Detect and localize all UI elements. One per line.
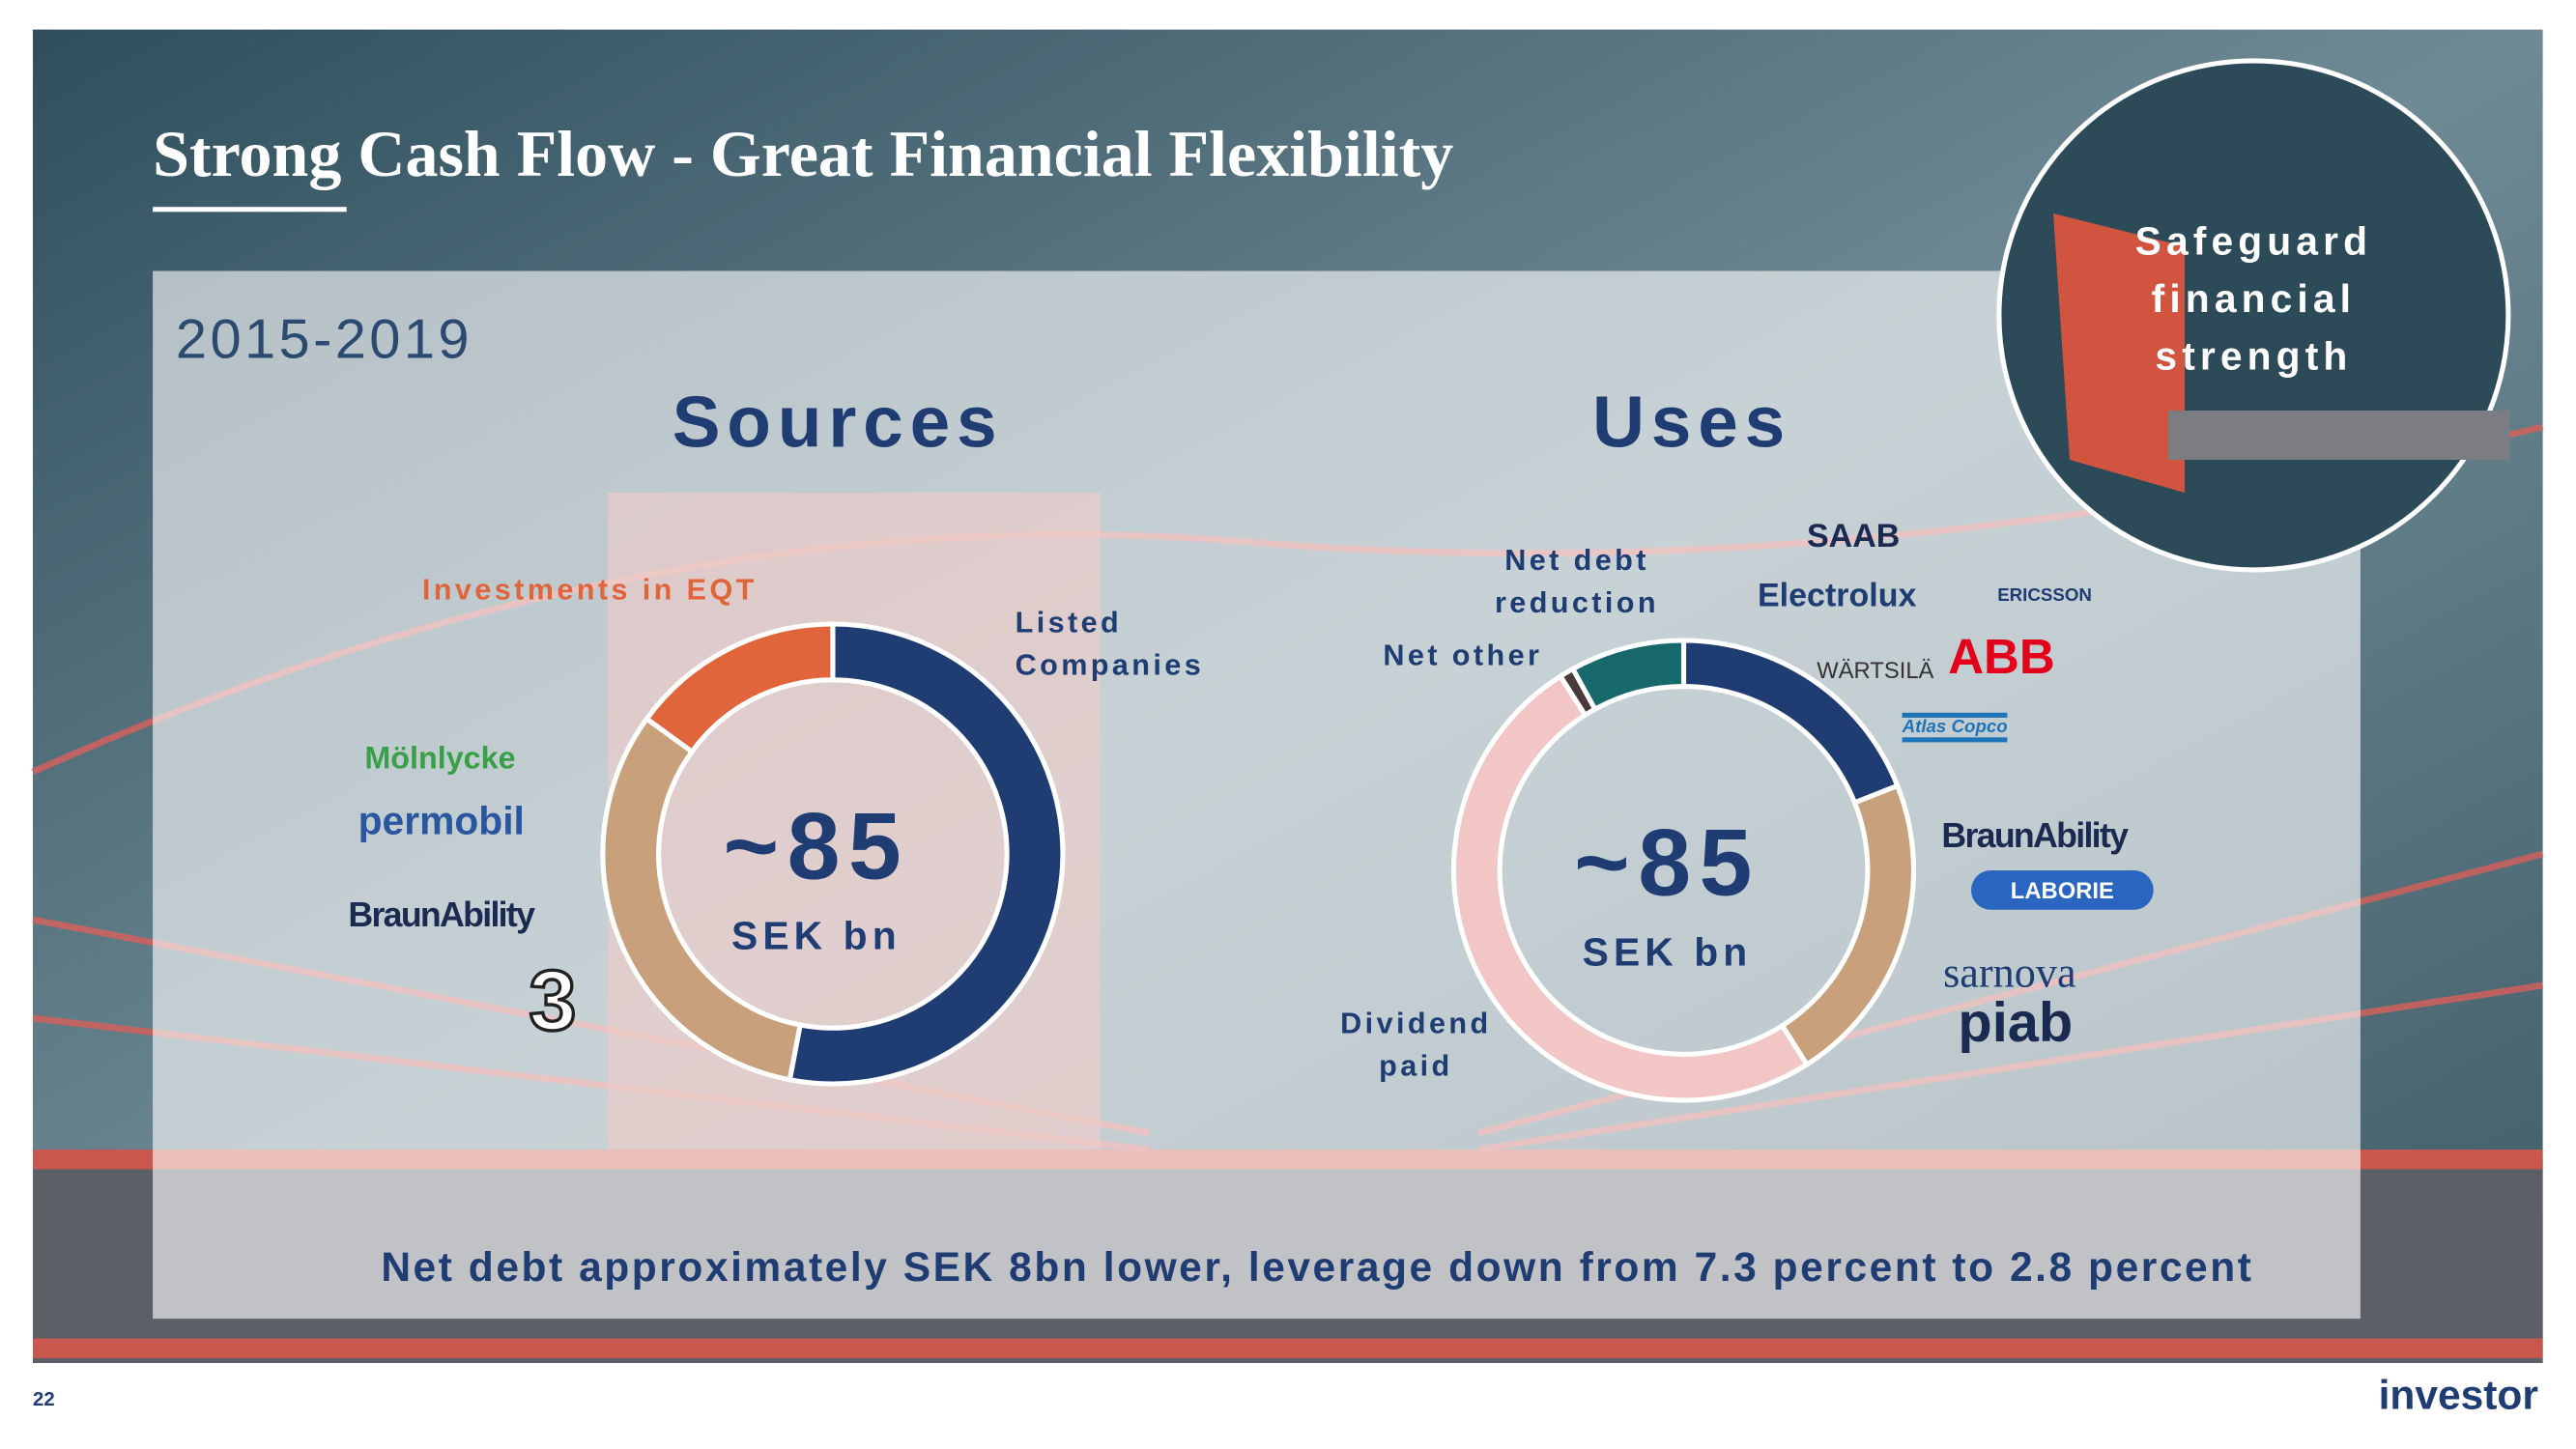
- logo: Atlas Copco: [1902, 712, 2008, 743]
- logo: ABB: [1948, 630, 2055, 685]
- brand: investor: [2378, 1373, 2538, 1419]
- logo: Mölnlycke: [364, 742, 516, 778]
- chart-title: Sources: [673, 381, 1004, 462]
- donut-segment: [1450, 672, 1811, 1103]
- logo: BraunAbility: [1941, 817, 2129, 856]
- center-value: ~85: [724, 793, 910, 899]
- logo: Electrolux: [1758, 578, 1917, 614]
- page-number: 22: [33, 1387, 55, 1411]
- center-unit: SEK bn: [1583, 930, 1753, 975]
- logo: piab: [1958, 991, 2074, 1055]
- segment-label: Listed Companies: [1015, 606, 1205, 682]
- badge-text: Safeguard financial strength: [2134, 219, 2373, 380]
- donut-segment: [643, 621, 836, 755]
- logo: LABORIE: [1971, 870, 2154, 910]
- segment-label: Dividend paid: [1340, 1007, 1492, 1083]
- logo: BraunAbility: [348, 896, 535, 935]
- segment-label: Net other: [1383, 639, 1543, 672]
- donut-segment: [1569, 638, 1687, 713]
- donut-segment: [600, 715, 804, 1083]
- segment-label: Investments in EQT: [421, 573, 758, 607]
- center-unit: SEK bn: [731, 914, 902, 958]
- logo: ERICSSON: [1997, 585, 2092, 607]
- footer-note: Net debt approximately SEK 8bn lower, le…: [381, 1244, 2254, 1292]
- logo: SAAB: [1807, 519, 1901, 555]
- segment-label: Net debt reduction: [1494, 543, 1659, 619]
- logo: WÄRTSILÄ: [1817, 657, 1934, 684]
- donut-segment: [787, 621, 1066, 1087]
- donut-segment: [1778, 782, 1917, 1068]
- logo: sarnova: [1943, 949, 2076, 997]
- title: Strong Cash Flow - Great Financial Flexi…: [153, 116, 1454, 191]
- logo: permobil: [358, 799, 525, 844]
- period: 2015-2019: [175, 308, 472, 372]
- chart-title: Uses: [1592, 381, 1791, 462]
- center-value: ~85: [1574, 810, 1760, 916]
- logo: 3: [528, 952, 579, 1051]
